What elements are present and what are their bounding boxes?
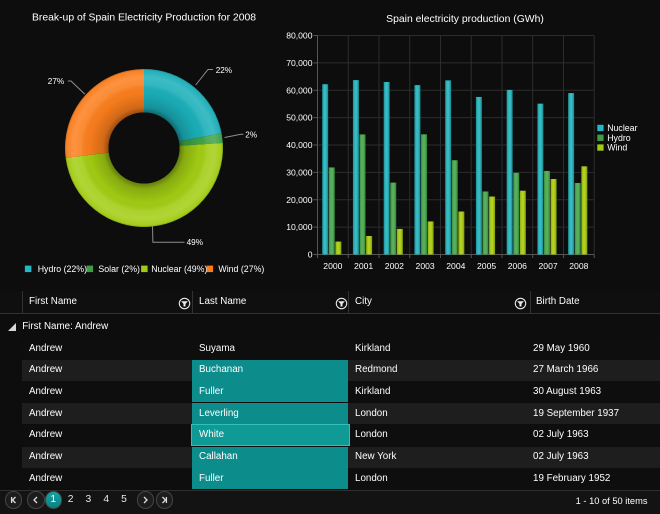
svg-text:20,000: 20,000 bbox=[286, 195, 313, 205]
svg-text:2006: 2006 bbox=[508, 261, 527, 271]
svg-text:27%: 27% bbox=[48, 77, 64, 86]
svg-text:10,000: 10,000 bbox=[286, 222, 313, 232]
svg-text:70,000: 70,000 bbox=[286, 58, 313, 68]
svg-text:60,000: 60,000 bbox=[286, 85, 313, 95]
svg-text:2003: 2003 bbox=[416, 261, 435, 271]
svg-text:Nuclear (49%): Nuclear (49%) bbox=[151, 264, 207, 274]
svg-text:50,000: 50,000 bbox=[286, 113, 313, 123]
svg-text:22%: 22% bbox=[216, 66, 232, 75]
svg-text:2004: 2004 bbox=[446, 261, 465, 271]
svg-text:Wind (27%): Wind (27%) bbox=[218, 264, 264, 274]
svg-text:2002: 2002 bbox=[385, 261, 404, 271]
svg-text:30,000: 30,000 bbox=[286, 167, 313, 177]
svg-text:2008: 2008 bbox=[569, 261, 588, 271]
svg-text:Nuclear: Nuclear bbox=[607, 123, 637, 133]
svg-text:2%: 2% bbox=[245, 130, 257, 139]
svg-text:Break-up of Spain Electricity: Break-up of Spain Electricity Production… bbox=[32, 13, 256, 24]
svg-text:Wind: Wind bbox=[607, 143, 627, 153]
svg-text:49%: 49% bbox=[187, 238, 203, 247]
svg-text:2000: 2000 bbox=[323, 261, 342, 271]
svg-text:2001: 2001 bbox=[354, 261, 373, 271]
svg-text:Hydro (22%): Hydro (22%) bbox=[38, 264, 87, 274]
svg-text:80,000: 80,000 bbox=[286, 31, 313, 41]
svg-text:Hydro: Hydro bbox=[607, 133, 631, 143]
svg-text:0: 0 bbox=[308, 250, 313, 260]
svg-text:40,000: 40,000 bbox=[286, 140, 313, 150]
svg-text:2005: 2005 bbox=[477, 261, 496, 271]
svg-text:2007: 2007 bbox=[539, 261, 558, 271]
svg-text:Spain electricity production (: Spain electricity production (GWh) bbox=[386, 14, 544, 25]
svg-text:Solar (2%): Solar (2%) bbox=[98, 264, 140, 274]
